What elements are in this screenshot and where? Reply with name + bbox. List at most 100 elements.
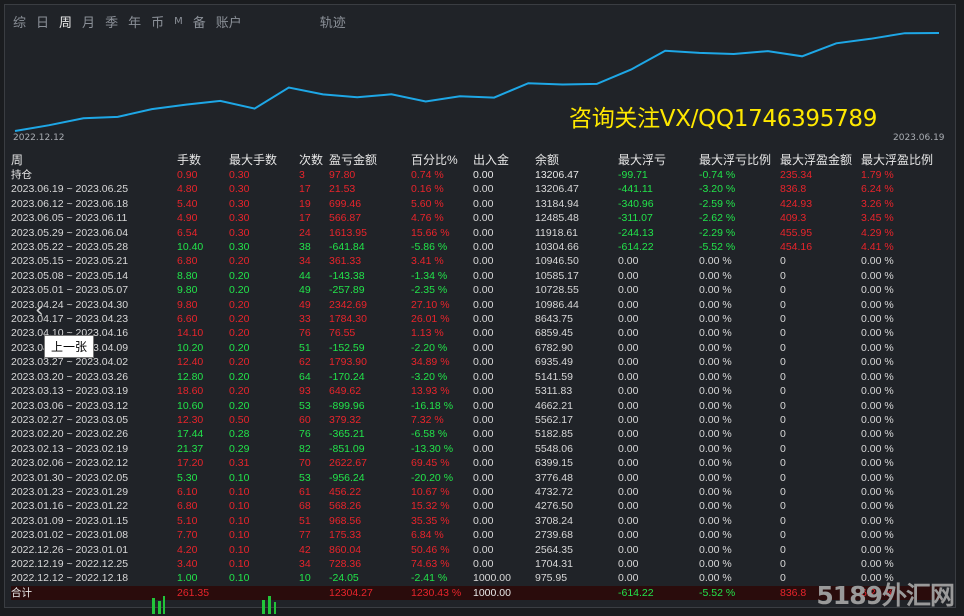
table-row[interactable]: 2022.12.19 ~ 2022.12.25 3.40 0.10 34 728.36 7… <box>11 557 941 571</box>
table-row[interactable]: 2023.04.10 ~ 2023.04.16 14.10 0.20 76 76.55 1… <box>11 326 941 340</box>
cell-pct: 10.67 % <box>411 485 450 498</box>
period-tab-8[interactable]: 备 <box>192 15 206 31</box>
period-tab-6[interactable]: 币 <box>151 15 165 31</box>
cell-max-dd: 0.00 <box>618 269 639 282</box>
table-row[interactable]: 2023.04.17 ~ 2023.04.23 6.60 0.20 33 1784.30… <box>11 312 941 326</box>
period-tab-9[interactable]: 账户 <box>215 15 242 31</box>
column-header[interactable]: 余额 <box>535 153 560 167</box>
cell-pct: 4.76 % <box>411 212 444 225</box>
cell-balance: 1704.31 <box>535 557 573 570</box>
cell-lots: 0.90 <box>177 169 198 181</box>
table-row[interactable]: 2023.01.02 ~ 2023.01.08 7.70 0.10 77 175.33 6… <box>11 528 941 542</box>
table-row[interactable]: 2023.05.08 ~ 2023.05.14 8.80 0.20 44 -143.38… <box>11 269 941 283</box>
cell-max-lots: 0.10 <box>229 543 250 556</box>
table-row[interactable]: 2023.05.29 ~ 2023.06.04 6.54 0.30 24 1613.95… <box>11 226 941 240</box>
cell-max-fp-pct: 0.00 % <box>861 413 894 426</box>
cell-max-fp-pct: 0.00 % <box>861 514 894 527</box>
cell-week: 持仓 <box>11 169 32 181</box>
cell-flow: 0.00 <box>473 212 494 225</box>
table-row[interactable]: 2023.05.22 ~ 2023.05.28 10.40 0.30 38 -641.8… <box>11 240 941 254</box>
cell-lots: 7.70 <box>177 529 198 542</box>
cell-max-fp-pct: 0.00 % <box>861 485 894 498</box>
cell-pnl: 649.62 <box>329 385 362 398</box>
table-row[interactable]: 2023.02.20 ~ 2023.02.26 17.44 0.28 76 -365.2… <box>11 427 941 441</box>
column-header[interactable]: 最大浮盈金额 <box>780 153 853 167</box>
table-row[interactable]: 2023.01.30 ~ 2023.02.05 5.30 0.10 53 -956.24… <box>11 471 941 485</box>
table-row[interactable]: 2023.01.16 ~ 2023.01.22 6.80 0.10 68 568.26 1… <box>11 499 941 513</box>
period-tab-4[interactable]: 季 <box>105 15 119 31</box>
equity-chart <box>14 32 940 132</box>
total-row[interactable]: 合计 261.35 12304.27 1230.43 % 1000.00 -614.22-… <box>11 585 941 601</box>
cell-pct: 5.60 % <box>411 197 444 210</box>
table-row[interactable]: 2023.03.27 ~ 2023.04.02 12.40 0.20 62 1793.9… <box>11 355 941 369</box>
cell-max-fp: 0 <box>780 313 786 326</box>
cell-count: 77 <box>299 529 311 542</box>
column-header[interactable]: 次数 <box>299 153 324 167</box>
period-tab-5[interactable]: 年 <box>128 15 142 31</box>
period-tab-3[interactable]: 月 <box>82 15 96 31</box>
column-header[interactable]: 最大手数 <box>229 153 278 167</box>
column-header[interactable]: 最大浮亏比例 <box>699 153 772 167</box>
cell-week: 2023.04.10 ~ 2023.04.16 <box>11 327 129 340</box>
cell-count: 33 <box>299 313 311 326</box>
cell-pct: -2.20 % <box>411 341 448 354</box>
cell-count <box>299 585 329 601</box>
column-header[interactable]: 出入金 <box>473 153 510 167</box>
cell-pct: 35.35 % <box>411 514 450 527</box>
cell-max-dd-pct: 0.00 % <box>699 284 732 297</box>
cell-flow: 0.00 <box>473 269 494 282</box>
column-header[interactable]: 最大浮亏 <box>618 153 667 167</box>
column-header[interactable]: 百分比% <box>411 153 458 167</box>
cell-flow: 0.00 <box>473 428 494 441</box>
prev-arrow-icon[interactable]: ‹ <box>35 298 44 323</box>
period-tab-1[interactable]: 日 <box>36 15 50 31</box>
cell-max-fp: 0 <box>780 500 786 513</box>
cell-max-dd: 0.00 <box>618 413 639 426</box>
column-header[interactable]: 最大浮盈比例 <box>861 153 934 167</box>
table-row[interactable]: 2023.02.06 ~ 2023.02.12 17.20 0.31 70 2622.6… <box>11 456 941 470</box>
column-header[interactable]: 盈亏金额 <box>329 153 378 167</box>
table-row[interactable]: 2023.05.01 ~ 2023.05.07 9.80 0.20 49 -257.89… <box>11 283 941 297</box>
cell-max-dd-pct: -2.59 % <box>699 197 736 210</box>
cell-pnl: 566.87 <box>329 212 362 225</box>
cell-max-fp-pct: 0.00 % <box>861 529 894 542</box>
cell-balance <box>535 585 618 601</box>
table-row[interactable]: 2023.02.13 ~ 2023.02.19 21.37 0.29 82 -851.0… <box>11 442 941 456</box>
column-header[interactable]: 周 <box>11 153 24 167</box>
cell-max-fp: 0 <box>780 572 786 585</box>
period-tab-0[interactable]: 综 <box>13 15 27 31</box>
period-tab-7[interactable]: M <box>174 15 183 27</box>
cell-count: 60 <box>299 413 311 426</box>
cell-max-lots: 0.20 <box>229 284 250 297</box>
cell-max-fp-pct: 0.00 % <box>861 572 894 585</box>
table-row[interactable]: 2023.03.20 ~ 2023.03.26 12.80 0.20 64 -170.2… <box>11 370 941 384</box>
table-row[interactable]: 2023.03.13 ~ 2023.03.19 18.60 0.20 93 649.62… <box>11 384 941 398</box>
table-row[interactable]: 2023.03.06 ~ 2023.03.12 10.60 0.20 53 -899.9… <box>11 399 941 413</box>
cell-max-fp: 424.93 <box>780 197 813 210</box>
table-row[interactable]: 2023.01.09 ~ 2023.01.15 5.10 0.10 51 968.56 3… <box>11 514 941 528</box>
table-row[interactable]: 2023.04.24 ~ 2023.04.30 9.80 0.20 49 2342.69… <box>11 298 941 312</box>
table-row[interactable]: 2023.04.03 ~ 2023.04.0910.200.2051-152.5… <box>11 341 941 355</box>
cell-lots: 1.00 <box>177 572 198 585</box>
cell-pnl: 379.32 <box>329 413 362 426</box>
table-row[interactable]: 2023.02.27 ~ 2023.03.05 12.30 0.50 60 379.32… <box>11 413 941 427</box>
table-row[interactable]: 2023.06.05 ~ 2023.06.11 4.90 0.30 17 566.87 4… <box>11 211 941 225</box>
table-row[interactable]: 2023.06.12 ~ 2023.06.18 5.40 0.30 19 699.46 5… <box>11 197 941 211</box>
cell-max-fp-pct: 0.00 % <box>861 471 894 484</box>
table-row[interactable]: 2022.12.26 ~ 2023.01.01 4.20 0.10 42 860.04 5… <box>11 543 941 557</box>
table-row[interactable]: 2023.06.19 ~ 2023.06.25 4.80 0.30 17 21.53 0.… <box>11 182 941 196</box>
table-row[interactable]: 2023.05.15 ~ 2023.05.21 6.80 0.20 34 361.33 3… <box>11 254 941 268</box>
column-header[interactable]: 手数 <box>177 153 202 167</box>
cell-max-fp: 0 <box>780 370 786 383</box>
cell-max-lots: 0.31 <box>229 457 250 470</box>
cell-flow: 0.00 <box>473 485 494 498</box>
cell-lots: 12.80 <box>177 370 204 383</box>
holding-row[interactable]: 持仓 0.90 0.30 3 97.80 0.74 % 0.00 13206.47 -99.71… <box>11 168 941 182</box>
cell-flow: 0.00 <box>473 356 494 369</box>
track-tab[interactable]: 轨迹 <box>319 15 346 31</box>
table-row[interactable]: 2023.01.23 ~ 2023.01.29 6.10 0.10 61 456.22 1… <box>11 485 941 499</box>
table-row[interactable]: 2022.12.12 ~ 2022.12.18 1.00 0.10 10 -24.05 -… <box>11 571 941 585</box>
period-tab-2[interactable]: 周 <box>59 15 73 31</box>
cell-pct: 50.46 % <box>411 543 450 556</box>
cell-max-fp-pct: 0.00 % <box>861 500 894 513</box>
